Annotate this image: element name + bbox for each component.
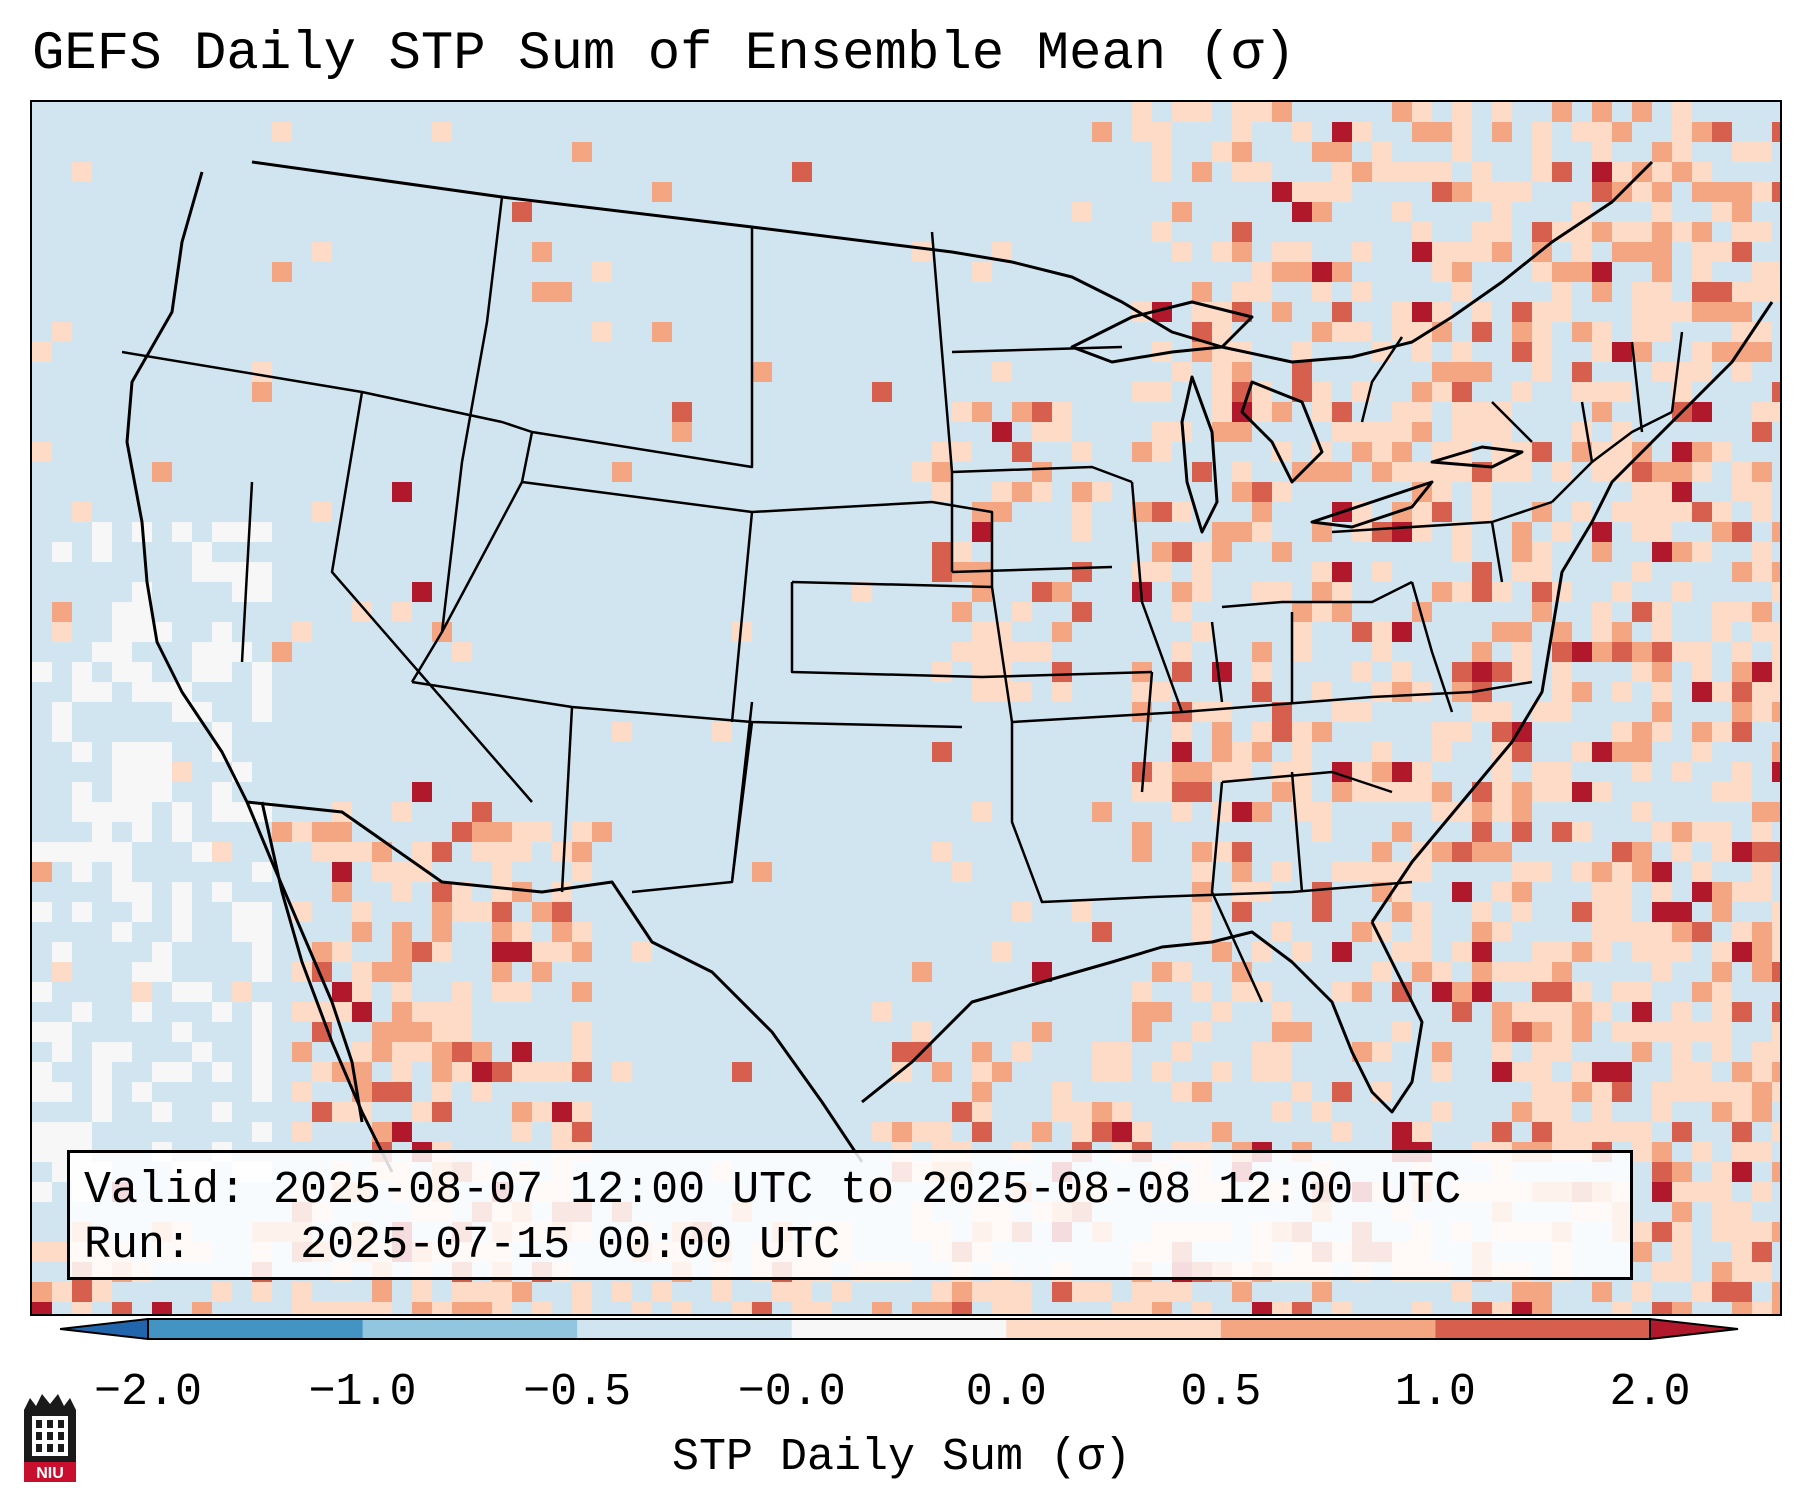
colorbar-bin <box>1006 1319 1222 1339</box>
west-coast <box>125 171 364 1123</box>
east-coast <box>1370 301 1774 923</box>
lake-superior <box>1070 300 1254 364</box>
colorbar-tick-label: −0.0 <box>737 1367 846 1418</box>
baja-coast <box>260 801 394 1173</box>
colorbar-tick-label: 0.5 <box>1180 1367 1262 1418</box>
colorbar-tick-label: 1.0 <box>1394 1367 1476 1418</box>
colorbar-tick-label: 2.0 <box>1609 1367 1691 1418</box>
lake-erie <box>1310 480 1434 529</box>
gulf-coast <box>861 921 1424 1114</box>
boundary-lines <box>121 160 1774 1173</box>
colorbar-bin <box>577 1319 793 1339</box>
mexico-border <box>246 800 864 1163</box>
colorbar-bin <box>148 1319 364 1339</box>
run-value: 2025-07-15 00:00 UTC <box>300 1220 841 1271</box>
colorbar-bin <box>362 1319 578 1339</box>
run-label: Run: <box>84 1220 193 1271</box>
niu-logo-text: NIU <box>36 1465 64 1482</box>
state-lines <box>121 196 1684 1003</box>
lake-michigan <box>1180 375 1219 534</box>
colorbar-outline <box>147 1318 1651 1340</box>
valid-label: Valid: <box>84 1165 247 1216</box>
colorbar-label: STP Daily Sum (σ) <box>671 1432 1132 1483</box>
colorbar-tick-label: −0.5 <box>523 1367 632 1418</box>
colorbar-under-arrow <box>60 1318 149 1340</box>
colorbar-bin <box>1435 1319 1651 1339</box>
colorbar-bins <box>60 1318 1739 1340</box>
valid-run-box: Valid: 2025-08-07 12:00 UTC to 2025-08-0… <box>67 1150 1633 1280</box>
lake-huron <box>1240 380 1324 484</box>
map-panel <box>30 100 1782 1316</box>
colorbar-tick-label: 0.0 <box>965 1367 1047 1418</box>
colorbar-bin <box>1220 1319 1436 1339</box>
colorbar-bin <box>791 1319 1007 1339</box>
niu-logo-icon: NIU <box>24 1394 76 1482</box>
colorbar-tick-label: −2.0 <box>93 1367 203 1418</box>
stp-map <box>32 102 1780 1314</box>
colorbar-tick-label: −1.0 <box>308 1367 417 1418</box>
map-title: GEFS Daily STP Sum of Ensemble Mean (σ) <box>32 24 1296 85</box>
colorbar <box>60 1318 1739 1340</box>
valid-value: 2025-08-07 12:00 UTC to 2025-08-08 12:00… <box>273 1165 1462 1216</box>
colorbar-over-arrow <box>1649 1318 1739 1340</box>
lake-ontario <box>1430 445 1524 469</box>
